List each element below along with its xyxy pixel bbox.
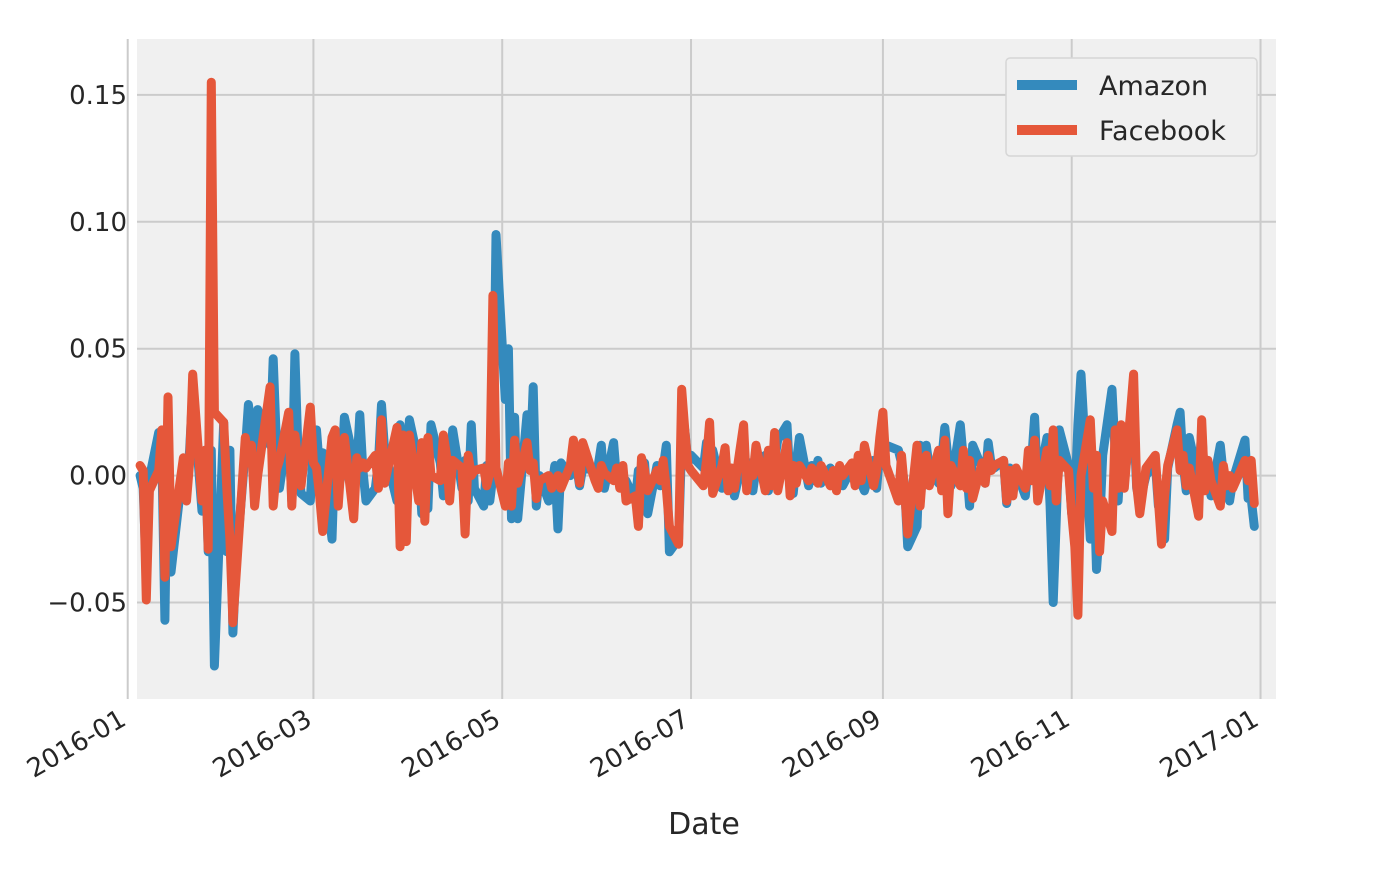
x-tick-label: 2016-05 [397,704,506,784]
y-tick-label: −0.05 [47,589,127,619]
legend: Amazon Facebook [1005,57,1258,157]
y-tick-labels: −0.05 0.00 0.05 0.10 0.15 [47,81,127,619]
x-tick-label: 2016-01 [22,704,131,784]
series-layer [135,77,1259,671]
y-tick-label: 0.10 [69,208,127,238]
legend-label-amazon: Amazon [1099,71,1208,102]
x-tick-label: 2016-11 [966,704,1075,784]
x-tick-label: 2016-07 [585,704,694,784]
series-line-facebook [135,77,1259,628]
legend-label-facebook: Facebook [1099,116,1226,147]
x-tick-label: 2016-03 [208,704,317,784]
y-tick-label: 0.00 [69,462,127,492]
y-tick-label: 0.15 [69,81,127,111]
x-tick-labels: 2016-01 2016-03 2016-05 2016-07 2016-09 2016-… [22,704,1264,784]
x-tick-label: 2016-09 [777,704,886,784]
x-axis-label: Date [668,807,740,842]
y-tick-label: 0.05 [69,335,127,365]
x-tick-label: 2017-01 [1155,704,1264,784]
